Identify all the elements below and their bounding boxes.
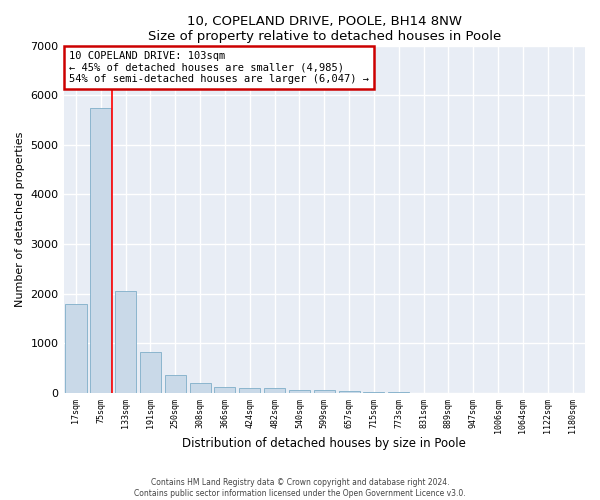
Bar — [140, 352, 161, 393]
Bar — [364, 392, 385, 393]
Bar — [264, 388, 285, 393]
Bar — [190, 383, 211, 393]
Bar — [90, 108, 112, 393]
Text: 10 COPELAND DRIVE: 103sqm
← 45% of detached houses are smaller (4,985)
54% of se: 10 COPELAND DRIVE: 103sqm ← 45% of detac… — [69, 51, 369, 84]
Bar — [65, 304, 86, 393]
Title: 10, COPELAND DRIVE, POOLE, BH14 8NW
Size of property relative to detached houses: 10, COPELAND DRIVE, POOLE, BH14 8NW Size… — [148, 15, 501, 43]
Bar — [314, 390, 335, 393]
Bar — [165, 375, 186, 393]
Bar — [239, 388, 260, 393]
Bar — [289, 390, 310, 393]
Text: Contains HM Land Registry data © Crown copyright and database right 2024.
Contai: Contains HM Land Registry data © Crown c… — [134, 478, 466, 498]
Bar — [214, 387, 235, 393]
Bar — [338, 392, 359, 393]
Bar — [115, 291, 136, 393]
Y-axis label: Number of detached properties: Number of detached properties — [15, 132, 25, 307]
X-axis label: Distribution of detached houses by size in Poole: Distribution of detached houses by size … — [182, 437, 466, 450]
